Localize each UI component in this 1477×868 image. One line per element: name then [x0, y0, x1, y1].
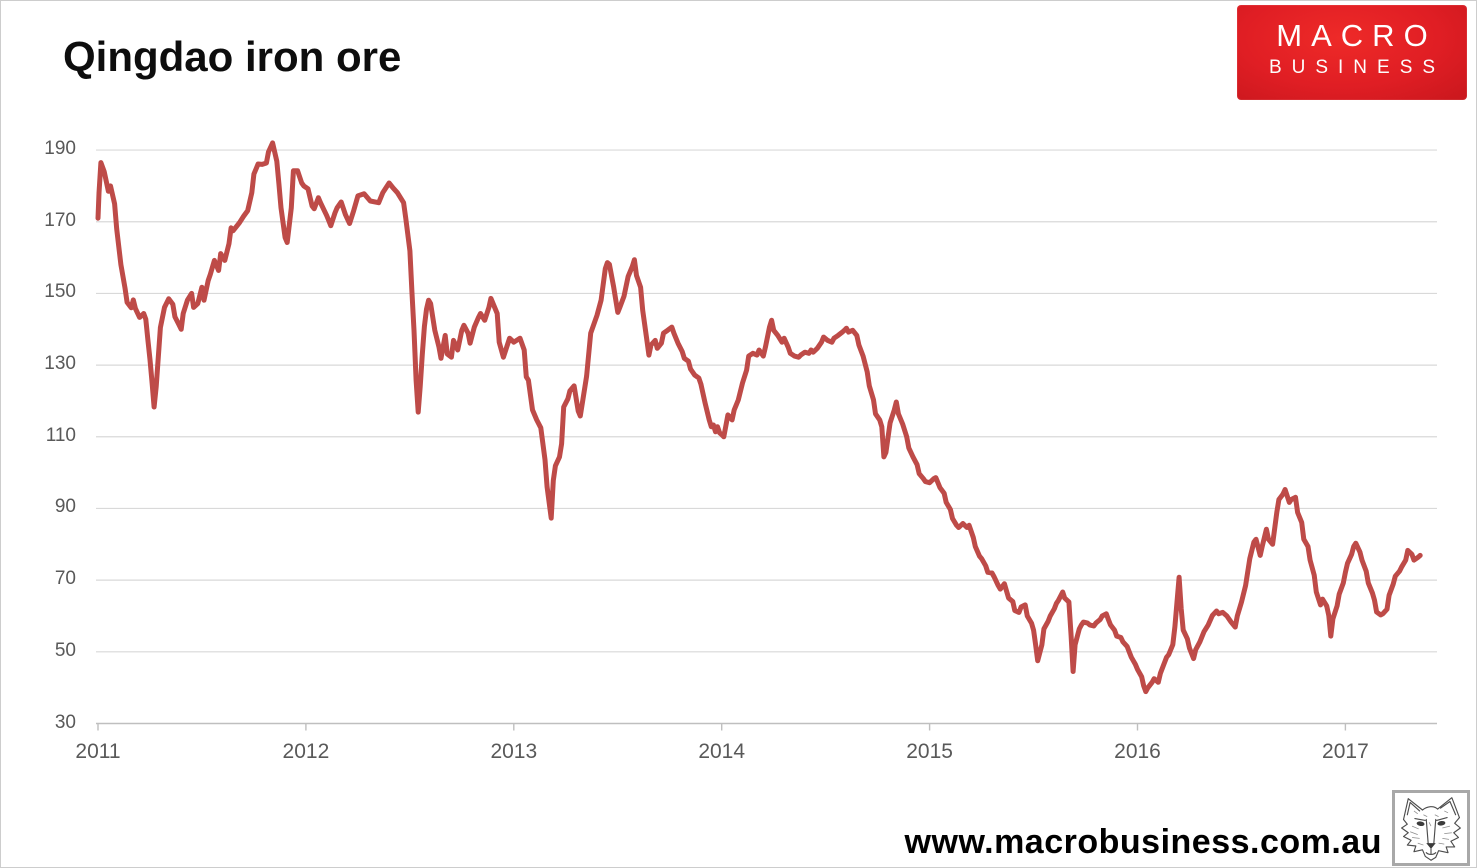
x-tick-label: 2015 [906, 740, 953, 763]
x-tick-label: 2014 [698, 740, 746, 763]
x-tick-label: 2013 [490, 740, 538, 763]
x-tick-label: 2011 [75, 740, 121, 763]
fox-sketch-icon [1401, 797, 1461, 861]
y-tick-label: 90 [54, 496, 76, 518]
website-url: www.macrobusiness.com.au [904, 823, 1382, 861]
y-tick-label: 130 [44, 353, 76, 375]
logo-text-business: BUSINESS [1268, 57, 1446, 78]
y-tick-label: 50 [54, 639, 76, 661]
x-tick-label: 2016 [1114, 740, 1161, 763]
y-tick-label: 150 [44, 281, 76, 303]
x-tick-label: 2017 [1322, 740, 1369, 763]
logo-text-macro: MACRO [1276, 18, 1437, 53]
y-tick-label: 30 [54, 711, 76, 733]
price-line [95, 140, 1423, 695]
x-tick-label: 2012 [282, 740, 330, 763]
y-tick-label: 70 [54, 568, 76, 590]
page-title: Qingdao iron ore [63, 33, 402, 80]
y-tick-label: 170 [44, 209, 76, 231]
y-tick-label: 110 [45, 424, 76, 446]
y-tick-label: 190 [44, 138, 76, 160]
fox-logo [1392, 790, 1470, 866]
macrobusiness-logo: MACRO BUSINESS [1237, 5, 1467, 100]
